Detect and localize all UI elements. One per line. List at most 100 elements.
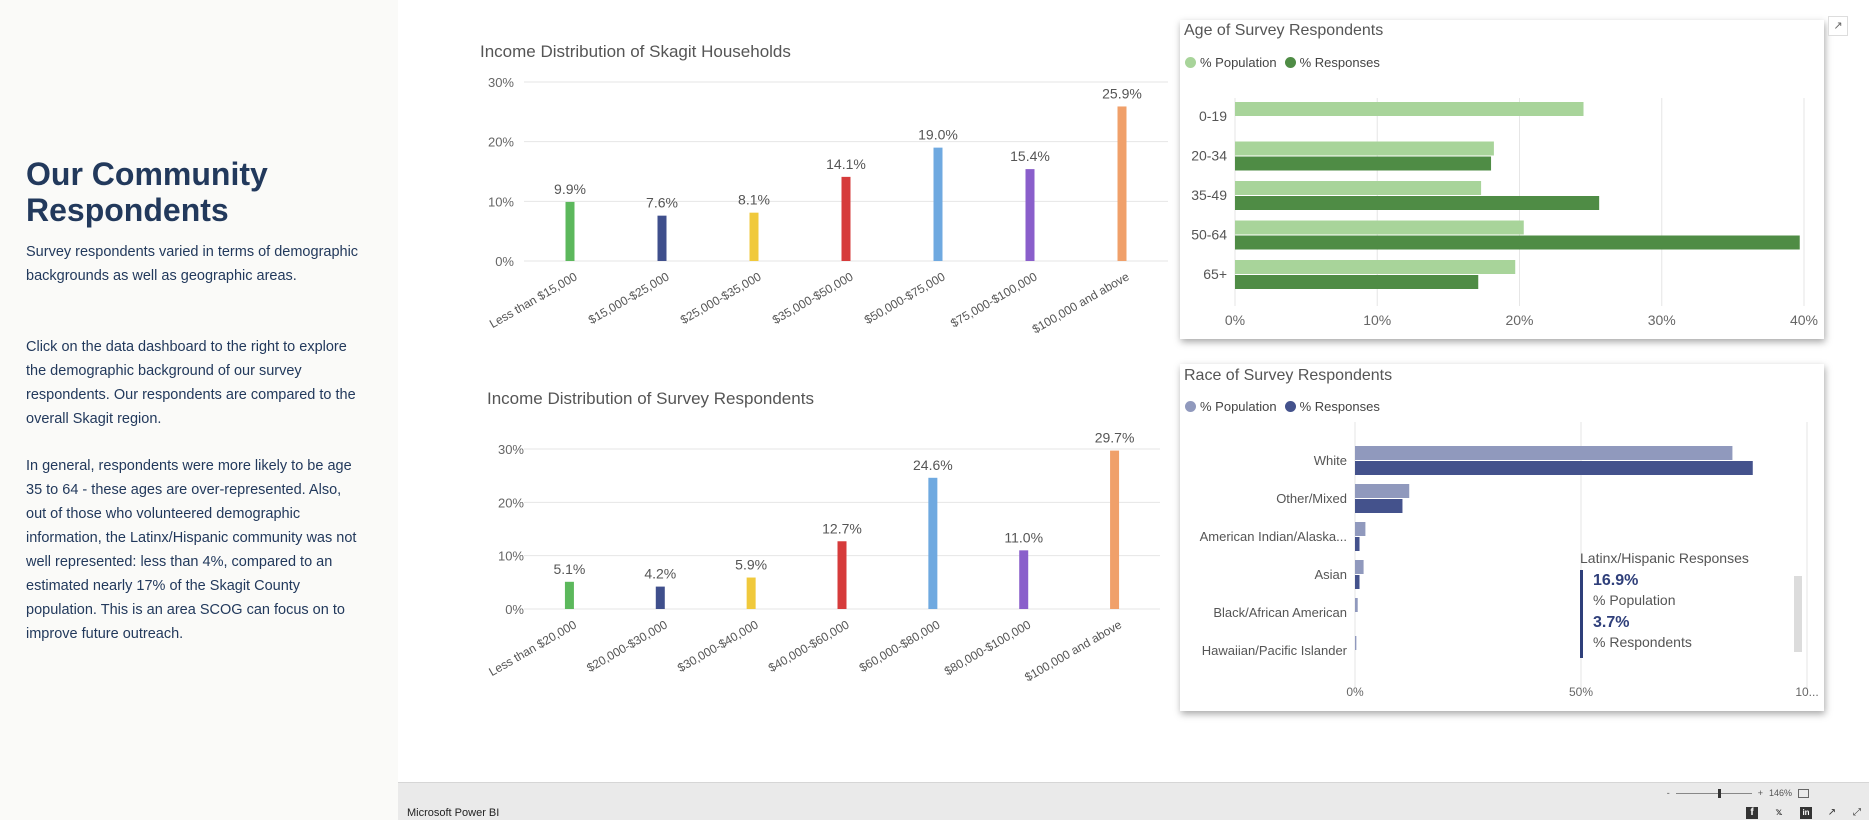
- bar-2[interactable]: [657, 215, 667, 261]
- chart-title-respondents: Income Distribution of Survey Respondent…: [487, 389, 814, 408]
- bar-population-5[interactable]: [1355, 598, 1358, 612]
- zoom-control: - + 146%: [1667, 788, 1809, 798]
- bar-population-2[interactable]: [1355, 484, 1410, 498]
- bar-responses-3[interactable]: [1235, 196, 1600, 210]
- category-label: American Indian/Alaska...: [1200, 529, 1347, 544]
- y-tick-label: 30%: [498, 442, 524, 457]
- data-label: 12.7%: [822, 520, 862, 536]
- category-label: Asian: [1314, 567, 1347, 582]
- bar-population-3[interactable]: [1355, 522, 1366, 536]
- fit-to-page-icon[interactable]: [1798, 788, 1809, 798]
- race-chart-card[interactable]: Race of Survey Respondents % Population …: [1180, 364, 1824, 711]
- legend-population-label: % Population: [1200, 55, 1277, 70]
- bar-population-4[interactable]: [1355, 560, 1364, 574]
- y-tick-label: 10%: [498, 549, 524, 564]
- bar-7[interactable]: [1110, 450, 1120, 609]
- x-tick-label: $40,000-$60,000: [766, 617, 852, 675]
- linkedin-icon[interactable]: in: [1800, 807, 1812, 819]
- chart-title-age: Age of Survey Respondents: [1184, 22, 1384, 39]
- kpi-scrollbar[interactable]: [1794, 576, 1802, 652]
- x-tick-label: 10...: [1795, 685, 1818, 699]
- x-tick-label: 40%: [1790, 312, 1818, 328]
- respondents-income-chart[interactable]: 0% 10% 20% 30% 5.1% Less than $20,000 4.2% $20,…: [398, 0, 1178, 720]
- bar-responses-2[interactable]: [1355, 499, 1403, 513]
- data-label: 15.4%: [1010, 148, 1050, 164]
- kpi-respondents-label: % Respondents: [1593, 634, 1692, 650]
- bar-population-1[interactable]: [1235, 102, 1584, 116]
- y-tick-label: 0%: [505, 602, 524, 617]
- bar-responses-5[interactable]: [1235, 275, 1479, 289]
- y-tick-label: 20%: [488, 135, 514, 150]
- powerbi-report-canvas: Income Distribution of Skagit Households…: [398, 0, 1869, 782]
- bar-2[interactable]: [655, 586, 665, 609]
- x-tick-label: 10%: [1363, 312, 1391, 328]
- race-bar-chart[interactable]: 0% 50% 10... White Other/Mixed American India…: [1180, 364, 1824, 711]
- page-title: Our Community Respondents: [26, 156, 268, 228]
- zoom-slider[interactable]: [1675, 788, 1752, 798]
- bar-responses-4[interactable]: [1235, 235, 1800, 250]
- data-label: 14.1%: [826, 156, 866, 172]
- facebook-icon[interactable]: f: [1746, 807, 1758, 819]
- x-tick-label: 30%: [1648, 312, 1676, 328]
- y-tick-label: 0%: [495, 254, 514, 269]
- bar-population-6[interactable]: [1355, 636, 1357, 650]
- category-label: White: [1314, 453, 1347, 468]
- bar-population-3[interactable]: [1235, 181, 1482, 195]
- bar-1[interactable]: [564, 581, 574, 609]
- category-label: 20-34: [1191, 148, 1227, 164]
- bar-1[interactable]: [565, 201, 575, 261]
- data-label: 11.0%: [1004, 529, 1043, 545]
- bar-4[interactable]: [837, 541, 847, 609]
- x-tick-label: 0%: [1346, 685, 1364, 699]
- kpi-title: Latinx/Hispanic Responses: [1580, 550, 1749, 566]
- category-label: Hawaiian/Pacific Islander: [1202, 643, 1348, 658]
- bar-5[interactable]: [933, 147, 943, 261]
- age-legend: % Population % Responses: [1185, 55, 1380, 70]
- bar-responses-4[interactable]: [1355, 575, 1360, 589]
- bar-population-2[interactable]: [1235, 141, 1494, 156]
- data-label: 19.0%: [918, 127, 958, 143]
- bar-responses-2[interactable]: [1235, 156, 1492, 171]
- bar-7[interactable]: [1117, 106, 1127, 261]
- zoom-out-button[interactable]: -: [1666, 788, 1670, 798]
- zoom-slider-handle[interactable]: [1717, 788, 1721, 798]
- bar-responses-3[interactable]: [1355, 537, 1360, 551]
- households-income-chart[interactable]: 0%10%20%30%9.9%Less than $15,0007.6%$15,…: [398, 0, 1178, 370]
- kpi-accent-bar: [1580, 570, 1583, 658]
- x-tick-label: Less than $20,000: [486, 617, 579, 679]
- age-bar-chart[interactable]: 0% 10% 20% 30% 40% 0-19 20-34 35-49 50-64 65+: [1180, 20, 1824, 339]
- bar-population-4[interactable]: [1235, 220, 1524, 235]
- bar-5[interactable]: [928, 477, 938, 609]
- age-chart-card[interactable]: Age of Survey Respondents % Population %…: [1180, 20, 1824, 339]
- kpi-respondents-value: 3.7%: [1593, 614, 1630, 631]
- bar-population-5[interactable]: [1235, 260, 1516, 274]
- fullscreen-icon[interactable]: ⤢: [1853, 807, 1861, 818]
- data-label: 5.9%: [735, 557, 767, 573]
- x-tick-label: $60,000-$80,000: [857, 617, 943, 675]
- powerbi-brand-link[interactable]: Microsoft Power BI: [407, 807, 500, 819]
- twitter-icon[interactable]: 𝕩: [1775, 807, 1783, 818]
- zoom-level: 146%: [1768, 788, 1792, 798]
- legend-responses-dot: [1284, 401, 1296, 412]
- bar-population-1[interactable]: [1355, 446, 1733, 460]
- bar-3[interactable]: [749, 212, 759, 261]
- zoom-in-button[interactable]: +: [1757, 788, 1763, 798]
- bar-6[interactable]: [1025, 169, 1035, 261]
- y-tick-label: 30%: [488, 75, 514, 90]
- category-label: Black/African American: [1213, 605, 1347, 620]
- data-label: 24.6%: [913, 457, 953, 473]
- bar-3[interactable]: [746, 577, 756, 609]
- y-tick-label: 20%: [498, 495, 524, 510]
- bar-4[interactable]: [841, 176, 851, 261]
- x-tick-label: 0%: [1225, 312, 1245, 328]
- focus-mode-icon[interactable]: ↗: [1828, 16, 1848, 36]
- bar-responses-1[interactable]: [1355, 461, 1753, 475]
- bar-6[interactable]: [1019, 550, 1029, 609]
- data-label: 7.6%: [646, 195, 678, 211]
- category-label: Other/Mixed: [1276, 491, 1347, 506]
- share-icon[interactable]: ↗: [1827, 807, 1837, 818]
- legend-responses-dot: [1284, 57, 1296, 68]
- category-label: 65+: [1203, 266, 1227, 282]
- x-tick-label: $100,000 and above: [1022, 617, 1124, 684]
- legend-population-dot: [1185, 57, 1196, 68]
